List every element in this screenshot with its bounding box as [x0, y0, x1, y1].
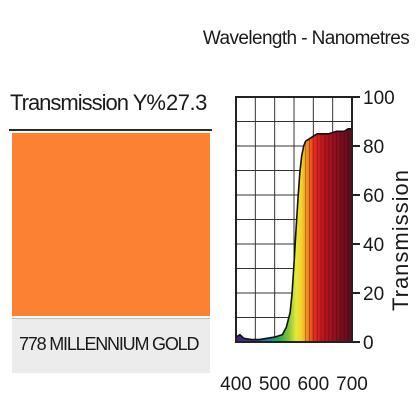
y-tick-label: 80: [363, 137, 384, 158]
chart-title: Wavelength - Nanometres: [202, 28, 410, 49]
x-tick-label: 600: [297, 374, 329, 395]
filter-color-swatch: [12, 133, 210, 316]
x-tick-label: 700: [336, 374, 368, 395]
transmission-label: Transmission Y%: [10, 90, 166, 115]
x-tick-label: 500: [259, 374, 291, 395]
spectrum-stripes: [305, 128, 349, 342]
filter-name-box: 778 MILLENNIUM GOLD: [12, 318, 210, 373]
transmission-curve: [235, 128, 352, 341]
plot-area: [235, 96, 353, 343]
divider-rule: [9, 129, 212, 131]
filter-name: 778 MILLENNIUM GOLD: [19, 334, 199, 354]
plot-border: [235, 96, 353, 343]
x-tick-label: 400: [220, 374, 252, 395]
x-ticks: 400 500 600 700: [220, 374, 368, 395]
y-tick-label: 0: [363, 333, 374, 354]
y-tick-label: 100: [363, 88, 395, 109]
y-tick-label: 40: [363, 235, 384, 256]
y-axis-label: Transmission: [388, 169, 413, 311]
transmission-value: 27.3: [166, 90, 207, 115]
y-ticks: 0 20 40 60 80 100: [352, 88, 395, 354]
y-tick-label: 60: [363, 186, 384, 207]
y-tick-label: 20: [363, 284, 384, 305]
